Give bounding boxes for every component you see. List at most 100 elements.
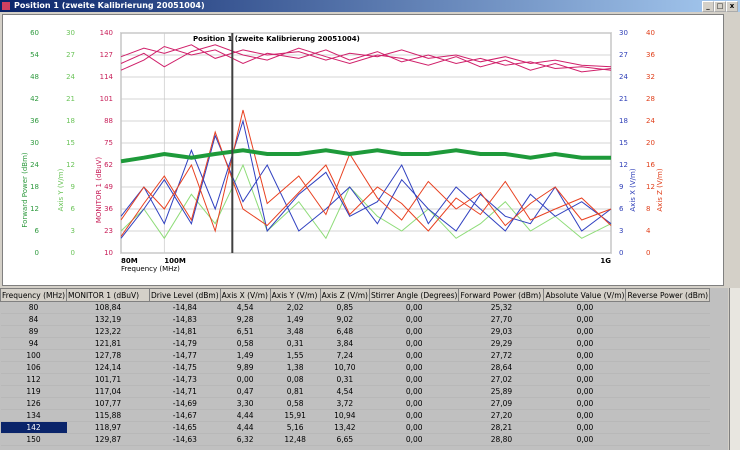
- table-cell: 4,44: [220, 409, 271, 422]
- table-cell: 0,00: [369, 397, 459, 410]
- y-tick-label: 60: [30, 29, 39, 37]
- y-tick-label: 6: [619, 205, 624, 213]
- y-tick-label: 3: [619, 227, 623, 235]
- y-tick-label: 18: [30, 183, 39, 191]
- y-tick-label: 49: [104, 183, 113, 191]
- table-row[interactable]: 126 107,77 -14,69 3,30 0,58 3,72 0,00 27,09 0,00: [0, 397, 710, 410]
- table-cell: 0,00: [369, 301, 459, 314]
- table-cell: 89: [0, 325, 67, 338]
- table-cell-empty: [625, 397, 710, 410]
- y-tick-label: 21: [619, 95, 628, 103]
- table-cell-empty: [625, 349, 710, 362]
- y-tick-label: 75: [104, 139, 113, 147]
- y-tick-label: 30: [619, 29, 628, 37]
- table-cell: 3,72: [320, 397, 370, 410]
- x-tick-label: 80M: [121, 257, 138, 265]
- series-line: [120, 109, 612, 233]
- table-cell: 0,00: [369, 361, 459, 374]
- table-row[interactable]: 80 108,84 -14,84 4,54 2,02 0,85 0,00 25,32 0,00: [0, 301, 710, 314]
- table-cell: 6,48: [320, 325, 370, 338]
- y-axis-title: Axis Z (V/m): [656, 168, 664, 211]
- table-cell: 6,65: [320, 433, 370, 446]
- table-cell: 115,88: [66, 409, 150, 422]
- minimize-button[interactable]: _: [702, 1, 714, 12]
- chart-title: Position 1 (zweite Kalibrierung 20051004…: [193, 35, 360, 43]
- table-cell: 106: [0, 361, 67, 374]
- table-cell: -14,69: [149, 397, 221, 410]
- table-cell: 121,81: [66, 337, 150, 350]
- y-tick-label: 0: [35, 249, 39, 257]
- table-cell: 7,24: [320, 349, 370, 362]
- y-tick-label: 48: [30, 73, 39, 81]
- y-tick-label: 27: [66, 51, 75, 59]
- table-cell: 0,00: [369, 325, 459, 338]
- table-row[interactable]: 100 127,78 -14,77 1,49 1,55 7,24 0,00 27,72 0,00: [0, 349, 710, 362]
- column-header: Absolute Value (V/m): [543, 288, 627, 302]
- table-cell: 10,94: [320, 409, 370, 422]
- table-row[interactable]: 112 101,71 -14,73 0,00 0,08 0,31 0,00 27,02 0,00: [0, 373, 710, 386]
- table-cell: 2,02: [270, 301, 321, 314]
- y-tick-label: 20: [646, 139, 655, 147]
- table-cell: 94: [0, 337, 67, 350]
- y-tick-label: 101: [100, 95, 113, 103]
- table-row[interactable]: 150 129,87 -14,63 6,32 12,48 6,65 0,00 28,80 0,0…: [0, 433, 710, 446]
- column-header: Drive Level (dBm): [149, 288, 221, 302]
- scrollbar[interactable]: [729, 288, 740, 450]
- table-cell: -14,81: [149, 325, 221, 338]
- y-tick-label: 36: [30, 117, 39, 125]
- table-row[interactable]: 84 132,19 -14,83 9,28 1,49 9,02 0,00 27,70 0,00: [0, 313, 710, 326]
- y-tick-label: 6: [71, 205, 76, 213]
- table-cell: 107,77: [66, 397, 150, 410]
- table-row[interactable]: 142 118,97 -14,65 4,44 5,16 13,42 0,00 28,21 0,0…: [0, 421, 710, 434]
- table-cell: 0,00: [369, 313, 459, 326]
- column-header: Forward Power (dBm): [458, 288, 545, 302]
- table-cell: 3,48: [270, 325, 321, 338]
- column-header: Axis Z (V/m): [319, 288, 370, 302]
- table-cell: 27,09: [458, 397, 544, 410]
- table-cell: -14,79: [149, 337, 221, 350]
- table-cell: 132,19: [66, 313, 150, 326]
- table-row[interactable]: 106 124,14 -14,75 9,89 1,38 10,70 0,00 28,64 0,0…: [0, 361, 710, 374]
- y-tick-label: 8: [646, 205, 650, 213]
- table-cell: 0,00: [543, 313, 626, 326]
- table-cell: 0,00: [369, 385, 459, 398]
- data-table: Frequency (MHz) MONITOR 1 (dBuV) Drive Lev…: [0, 288, 711, 446]
- table-cell: 27,70: [458, 313, 544, 326]
- table-cell: 0,00: [543, 325, 626, 338]
- y-tick-label: 12: [619, 161, 628, 169]
- x-axis-title: Frequency (MHz): [121, 265, 180, 273]
- table-cell: 25,89: [458, 385, 544, 398]
- y-tick-label: 21: [66, 95, 75, 103]
- table-cell: 0,00: [543, 349, 626, 362]
- table-cell: 1,49: [220, 349, 271, 362]
- x-tick-label: 100M: [164, 257, 186, 265]
- y-tick-label: 54: [30, 51, 39, 59]
- table-cell-empty: [625, 361, 710, 374]
- window-title: Position 1 (zweite Kalibrierung 20051004…: [14, 1, 205, 10]
- table-row[interactable]: 89 123,22 -14,81 6,51 3,48 6,48 0,00 29,03 0,00: [0, 325, 710, 338]
- close-button[interactable]: x: [726, 1, 738, 12]
- table-cell: 1,55: [270, 349, 321, 362]
- table-cell: 0,08: [270, 373, 321, 386]
- table-cell: 13,42: [320, 421, 370, 434]
- table-cell: 0,00: [543, 397, 626, 410]
- data-table-container: Frequency (MHz) MONITOR 1 (dBuV) Drive Lev…: [0, 288, 728, 450]
- table-cell: 0,00: [369, 421, 459, 434]
- series-line: [120, 130, 612, 237]
- table-cell: 9,89: [220, 361, 271, 374]
- table-cell: 28,21: [458, 421, 544, 434]
- y-tick-label: 0: [619, 249, 623, 257]
- table-cell: 0,00: [369, 373, 459, 386]
- y-tick-label: 127: [100, 51, 113, 59]
- table-row[interactable]: 94 121,81 -14,79 0,58 0,31 3,84 0,00 29,29 0,00: [0, 337, 710, 350]
- table-cell: 0,85: [320, 301, 370, 314]
- maximize-button[interactable]: □: [714, 1, 726, 12]
- table-row[interactable]: 134 115,88 -14,67 4,44 15,91 10,94 0,00 27,20 0,…: [0, 409, 710, 422]
- table-cell: 28,80: [458, 433, 544, 446]
- table-cell: 118,97: [66, 421, 150, 434]
- column-header: Reverse Power (dBm): [625, 288, 711, 302]
- table-cell-empty: [625, 337, 710, 350]
- table-row[interactable]: 119 117,04 -14,71 0,47 0,81 4,54 0,00 25,89 0,00: [0, 385, 710, 398]
- y-tick-label: 16: [646, 161, 655, 169]
